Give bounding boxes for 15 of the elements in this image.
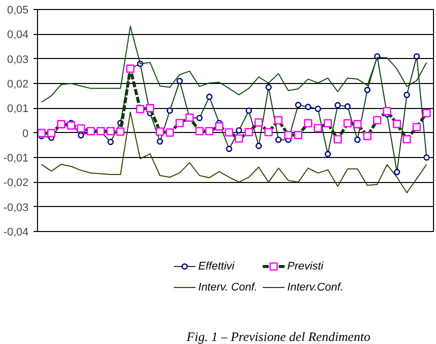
legend-label: Previsti bbox=[287, 260, 324, 272]
y-tick-label: 0,05 bbox=[7, 4, 29, 16]
y-tick-label: 0,03 bbox=[7, 54, 29, 66]
y-tick-label: -0,01 bbox=[3, 152, 29, 164]
y-tick-label: 0,02 bbox=[7, 78, 29, 90]
y-tick-label: -0,04 bbox=[3, 226, 29, 238]
y-tick-label: 0,01 bbox=[7, 103, 29, 116]
y-tick-label: -0,03 bbox=[3, 202, 29, 214]
legend-label: Interv. Conf. bbox=[198, 282, 258, 294]
y-tick-label: -0,02 bbox=[3, 177, 29, 190]
y-tick-label: 0 bbox=[22, 128, 29, 140]
y-tick-label: 0,04 bbox=[7, 29, 29, 42]
legend-label: Interv.Conf. bbox=[287, 282, 344, 294]
caption: Fig. 1 – Previsione del Rendimento bbox=[186, 329, 371, 344]
legend-label: Effettivi bbox=[198, 260, 235, 272]
